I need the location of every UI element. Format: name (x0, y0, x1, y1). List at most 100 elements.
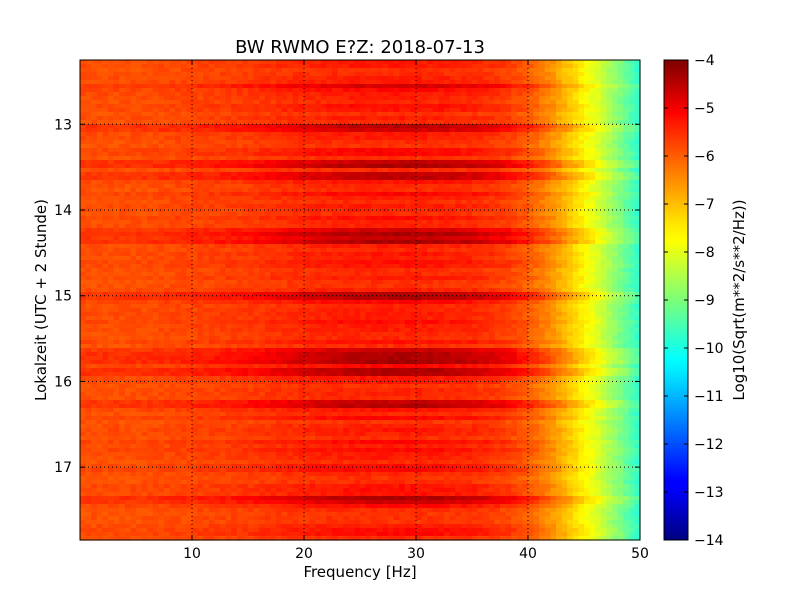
heatmap-cell (304, 248, 311, 253)
heatmap-cell (544, 160, 551, 165)
heatmap-cell (164, 136, 171, 141)
heatmap-cell (444, 148, 451, 153)
heatmap-cell (544, 180, 551, 185)
heatmap-cell (186, 184, 193, 189)
heatmap-cell (96, 168, 103, 173)
heatmap-cell (354, 256, 361, 261)
heatmap-cell (584, 208, 591, 213)
heatmap-cell (399, 244, 406, 249)
heatmap-cell (281, 216, 288, 221)
heatmap-cell (242, 188, 249, 193)
heatmap-cell (382, 176, 389, 181)
heatmap-cell (404, 120, 411, 125)
heatmap-cell (169, 224, 176, 229)
heatmap-cell (119, 132, 126, 137)
heatmap-cell (399, 160, 406, 165)
heatmap-cell (203, 160, 210, 165)
heatmap-cell (102, 196, 109, 201)
heatmap-cell (528, 64, 535, 69)
heatmap-cell (516, 232, 523, 237)
heatmap-cell (572, 204, 579, 209)
heatmap-cell (444, 256, 451, 261)
heatmap-cell (572, 104, 579, 109)
heatmap-cell (130, 136, 137, 141)
heatmap-cell (623, 64, 630, 69)
heatmap-cell (388, 80, 395, 85)
heatmap-cell (455, 196, 462, 201)
heatmap-cell (483, 220, 490, 225)
heatmap-cell (292, 60, 299, 65)
heatmap-cell (124, 164, 131, 169)
heatmap-cell (444, 240, 451, 245)
heatmap-cell (556, 168, 563, 173)
heatmap-cell (220, 116, 227, 121)
heatmap-cell (80, 196, 87, 201)
heatmap-cell (152, 140, 159, 145)
heatmap-cell (124, 184, 131, 189)
heatmap-cell (460, 184, 467, 189)
heatmap-cell (130, 172, 137, 177)
heatmap-cell (208, 60, 215, 65)
heatmap-cell (634, 228, 641, 233)
heatmap-cell (427, 168, 434, 173)
heatmap-cell (326, 72, 333, 77)
heatmap-cell (449, 176, 456, 181)
heatmap-cell (556, 160, 563, 165)
heatmap-cell (304, 144, 311, 149)
heatmap-cell (175, 200, 182, 205)
heatmap-cell (354, 112, 361, 117)
heatmap-cell (242, 132, 249, 137)
heatmap-cell (85, 184, 92, 189)
heatmap-cell (85, 64, 92, 69)
heatmap-cell (444, 252, 451, 257)
heatmap-cell (152, 148, 159, 153)
heatmap-cell (108, 204, 115, 209)
heatmap-cell (421, 116, 428, 121)
heatmap-cell (85, 232, 92, 237)
heatmap-cell (186, 252, 193, 257)
heatmap-cell (477, 168, 484, 173)
heatmap-cell (561, 136, 568, 141)
heatmap-cell (595, 72, 602, 77)
heatmap-cell (192, 160, 199, 165)
heatmap-cell (360, 96, 367, 101)
heatmap-cell (584, 116, 591, 121)
heatmap-cell (253, 172, 260, 177)
heatmap-cell (628, 84, 635, 89)
heatmap-cell (113, 160, 120, 165)
heatmap-cell (214, 120, 221, 125)
heatmap-cell (376, 252, 383, 257)
heatmap-cell (208, 128, 215, 133)
heatmap-cell (208, 216, 215, 221)
heatmap-cell (309, 84, 316, 89)
heatmap-cell (304, 148, 311, 153)
heatmap-cell (231, 168, 238, 173)
heatmap-cell (561, 240, 568, 245)
heatmap-cell (360, 244, 367, 249)
heatmap-cell (225, 156, 232, 161)
heatmap-cell (96, 76, 103, 81)
heatmap-cell (438, 208, 445, 213)
heatmap-cell (539, 140, 546, 145)
heatmap-cell (612, 80, 619, 85)
heatmap-cell (522, 192, 529, 197)
heatmap-cell (628, 68, 635, 73)
heatmap-cell (113, 212, 120, 217)
heatmap-cell (214, 184, 221, 189)
heatmap-cell (388, 136, 395, 141)
heatmap-cell (80, 72, 87, 77)
heatmap-cell (80, 156, 87, 161)
heatmap-cell (180, 156, 187, 161)
heatmap-cell (472, 140, 479, 145)
heatmap-cell (141, 116, 148, 121)
heatmap-cell (466, 228, 473, 233)
heatmap-cell (309, 96, 316, 101)
heatmap-cell (208, 188, 215, 193)
heatmap-cell (438, 140, 445, 145)
heatmap-cell (410, 140, 417, 145)
heatmap-cell (242, 108, 249, 113)
heatmap-cell (477, 60, 484, 65)
heatmap-cell (180, 240, 187, 245)
heatmap-cell (600, 216, 607, 221)
heatmap-cell (628, 196, 635, 201)
